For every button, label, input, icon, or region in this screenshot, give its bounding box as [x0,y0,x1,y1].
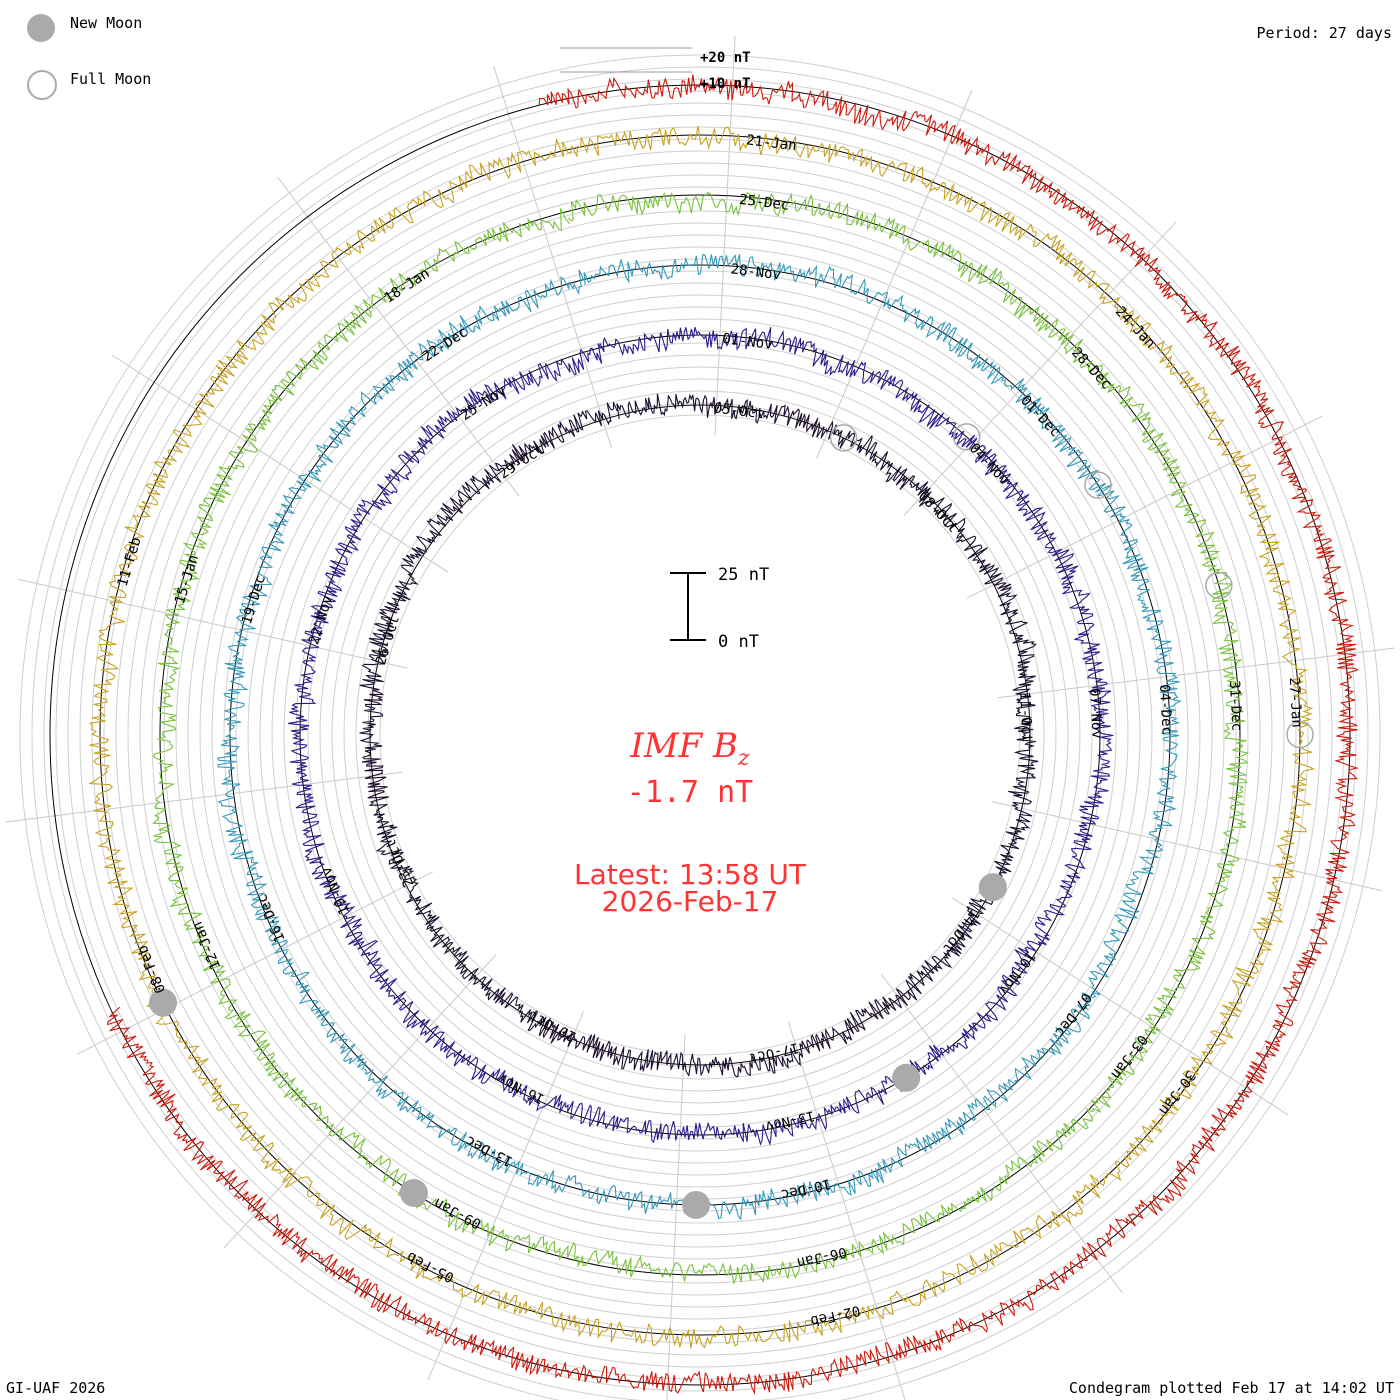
grid-ring [175,210,1225,1260]
date-label: 22-Nov [306,594,336,647]
date-label: 07-Nov [1086,688,1105,739]
scale-top-label: 25 nT [718,565,769,585]
full-moon-marker [829,424,858,452]
grid-ring [247,282,1153,1188]
grid-ring [79,114,1321,1356]
ref-label-plus20: +20 nT [700,50,751,66]
grid-ring [127,162,1273,1308]
date-label: 28-Nov [730,261,782,283]
series-trace [107,74,1359,1395]
footer-plotted: Condegram plotted Feb 17 at 14:02 UT [1068,1379,1394,1397]
date-label: 26-Oct [373,614,403,667]
grid-ring [31,66,1369,1400]
date-label: 08-Oct [915,488,961,536]
new-moon-marker [892,1063,921,1092]
grid-ring [187,222,1213,1248]
latest-time: Latest: 13:58 UT [573,858,807,891]
date-label: 11-Feb [115,535,145,588]
full-moon-marker [1205,571,1233,600]
series-trace [216,254,1182,1221]
date-label: 15-Jan [172,553,202,606]
zero-baseline-ring [99,134,1301,1336]
imf-bz-title: IMF Bz [500,726,880,771]
period-text: Period: 27 days [1256,24,1392,42]
new-moon-marker [149,988,178,1017]
series-trace [287,326,1114,1146]
series-trace [88,125,1316,1349]
full-moon-marker [1084,471,1112,499]
series-trace [359,393,1039,1078]
date-label: 10-Dec [779,1175,832,1202]
series-trace [151,191,1250,1285]
date-label: 04-Nov [966,440,1012,488]
grid-ring [343,378,1057,1092]
imf-bz-title-sub: z [738,745,750,771]
imf-bz-title-main: IMF B [630,726,739,766]
imf-bz-value: -1.7 nT [626,775,754,810]
new-moon-icon [27,14,55,42]
date-label: 25-Dec [738,192,790,214]
full-moon-marker [1286,720,1314,749]
date-label: 31-Dec [1226,680,1245,731]
ref-label-plus10: +10 nT [700,76,751,92]
date-label: 10-Nov [995,948,1038,998]
date-label: 25-Nov [458,383,509,424]
date-label: 14-Oct [939,906,982,956]
grid-ring [355,390,1045,1080]
date-label: 08-Feb [135,943,170,996]
date-label: 01-Nov [721,331,773,353]
grid-ring [199,234,1201,1236]
data-traces [88,74,1359,1395]
date-label: 11-Oct [1016,692,1035,743]
new-moon-label: New Moon [70,14,143,32]
latest-date: 2026-Feb-17 [601,885,779,918]
new-moon-marker [978,873,1007,902]
grid-ring [139,174,1261,1296]
date-label: 29-Oct [496,441,547,482]
date-label: 13-Dec [463,1132,515,1169]
grid-ring [19,54,1381,1400]
date-label: 23-Oct [383,837,418,890]
date-label: 21-Jan [745,132,797,154]
date-label: 12-Jan [190,919,225,972]
grid-ring [115,150,1285,1320]
full-moon-icon [27,70,57,100]
grid-ring [283,318,1117,1152]
date-label: 06-Jan [795,1243,848,1270]
grid-ring [91,126,1309,1344]
grid-ring [271,306,1129,1164]
ring-gridlines [19,54,1381,1400]
reference-labels: +20 nT +10 nT [560,47,751,92]
date-label: 04-Dec [1156,684,1175,735]
moon-phase-markers [149,423,1314,1219]
full-moon-label: Full Moon [70,70,152,88]
date-label: 19-Nov [318,864,353,917]
zero-baseline-ring [159,194,1241,1276]
date-label: 27-Jan [1286,677,1305,728]
grid-ring [43,78,1357,1392]
date-label: 13-Nov [763,1107,816,1134]
footer-credit: GI-UAF 2026 [6,1379,106,1397]
date-label: 05-Oct [713,400,765,422]
grid-ring [211,246,1189,1224]
scale-bar: 25 nT 0 nT [670,565,769,652]
grid-ring [151,186,1249,1284]
full-moon-marker [952,423,981,451]
scale-bottom-label: 0 nT [718,632,759,652]
grid-ring [319,354,1081,1116]
grid-ring [67,102,1333,1368]
grid-ring [379,414,1021,1056]
new-moon-marker [399,1178,428,1207]
grid-ring [259,294,1141,1176]
new-moon-marker [682,1190,711,1219]
grid-ring [331,366,1069,1104]
